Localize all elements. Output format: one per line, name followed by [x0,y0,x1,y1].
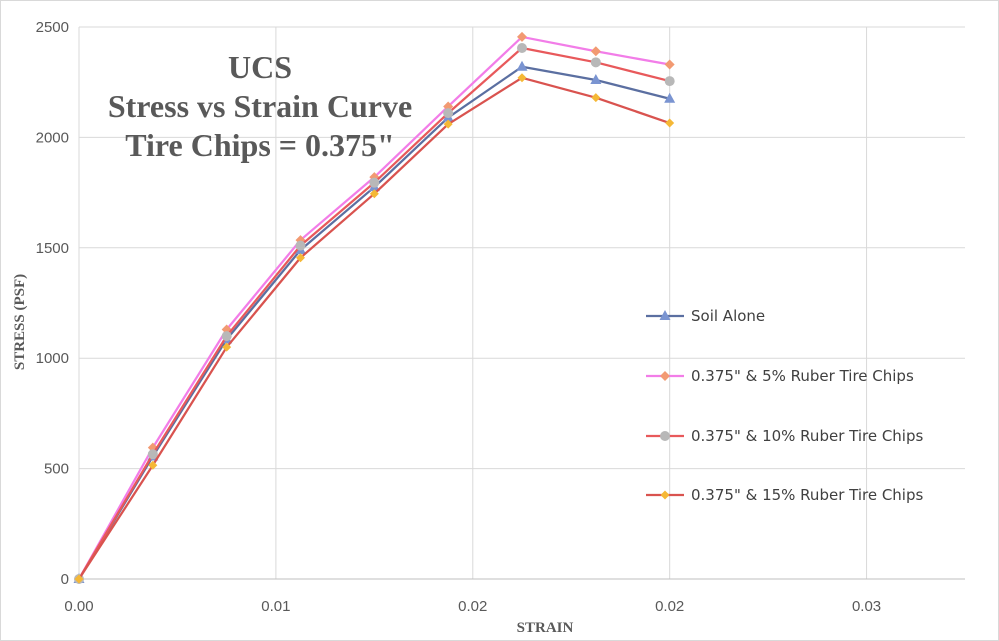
x-axis-title: STRAIN [517,620,574,636]
data-point [443,119,453,129]
series-lines [73,31,676,584]
data-point [517,73,527,83]
data-point [369,177,380,188]
y-tick-label: 500 [44,461,69,478]
legend: Soil Alone 0.375" & 5% Ruber Tire Chips 0.… [646,307,923,504]
legend-item: Soil Alone [646,307,765,325]
legend-marker [660,431,670,441]
data-point [148,460,158,470]
data-point [74,574,84,584]
data-point [517,31,527,42]
data-point [665,118,675,128]
data-point [517,42,527,53]
data-point [664,92,676,103]
series-4 [74,73,675,584]
data-point [590,46,601,57]
title-line-1: UCS [228,49,292,85]
data-point [221,331,232,342]
legend-marker [660,490,670,500]
legend-marker [660,371,670,381]
data-point [591,93,601,103]
data-point [590,57,601,68]
data-point [222,342,232,352]
y-axis-title: STRESS (PSF) [12,274,28,370]
data-point [590,73,602,84]
x-tick-label: 0.00 [64,598,93,615]
legend-label: 0.375" & 10% Ruber Tire Chips [691,427,923,445]
legend-label: Soil Alone [691,307,765,325]
x-tick-label: 0.02 [655,598,684,615]
x-tick-label: 0.03 [852,598,881,615]
x-tick-label: 0.02 [458,598,487,615]
y-tick-label: 0 [61,571,69,588]
chart-title: UCS Stress vs Strain Curve Tire Chips = … [108,49,412,163]
tick-labels: 0 500 1000 1500 2000 2500 0.00 0.01 0.02 0.02 0.03 [36,19,882,615]
data-point [369,189,379,199]
title-line-3: Tire Chips = 0.375" [125,127,395,163]
legend-label: 0.375" & 15% Ruber Tire Chips [691,486,923,504]
data-point [147,449,158,460]
y-tick-label: 1500 [36,240,69,257]
y-tick-label: 2500 [36,19,69,36]
y-tick-label: 2000 [36,129,69,146]
data-point [664,59,675,70]
data-point [296,253,305,263]
legend-label: 0.375" & 5% Ruber Tire Chips [691,367,914,385]
legend-marker [659,310,671,320]
data-point [295,240,306,251]
data-point [664,76,675,87]
data-point [516,60,528,71]
y-tick-label: 1000 [36,350,69,367]
legend-item: 0.375" & 10% Ruber Tire Chips [646,427,923,445]
legend-item: 0.375" & 5% Ruber Tire Chips [646,367,914,385]
legend-item: 0.375" & 15% Ruber Tire Chips [646,486,923,504]
x-tick-label: 0.01 [261,598,290,615]
title-line-2: Stress vs Strain Curve [108,88,412,124]
data-point [443,108,454,119]
series-3 [74,42,675,584]
